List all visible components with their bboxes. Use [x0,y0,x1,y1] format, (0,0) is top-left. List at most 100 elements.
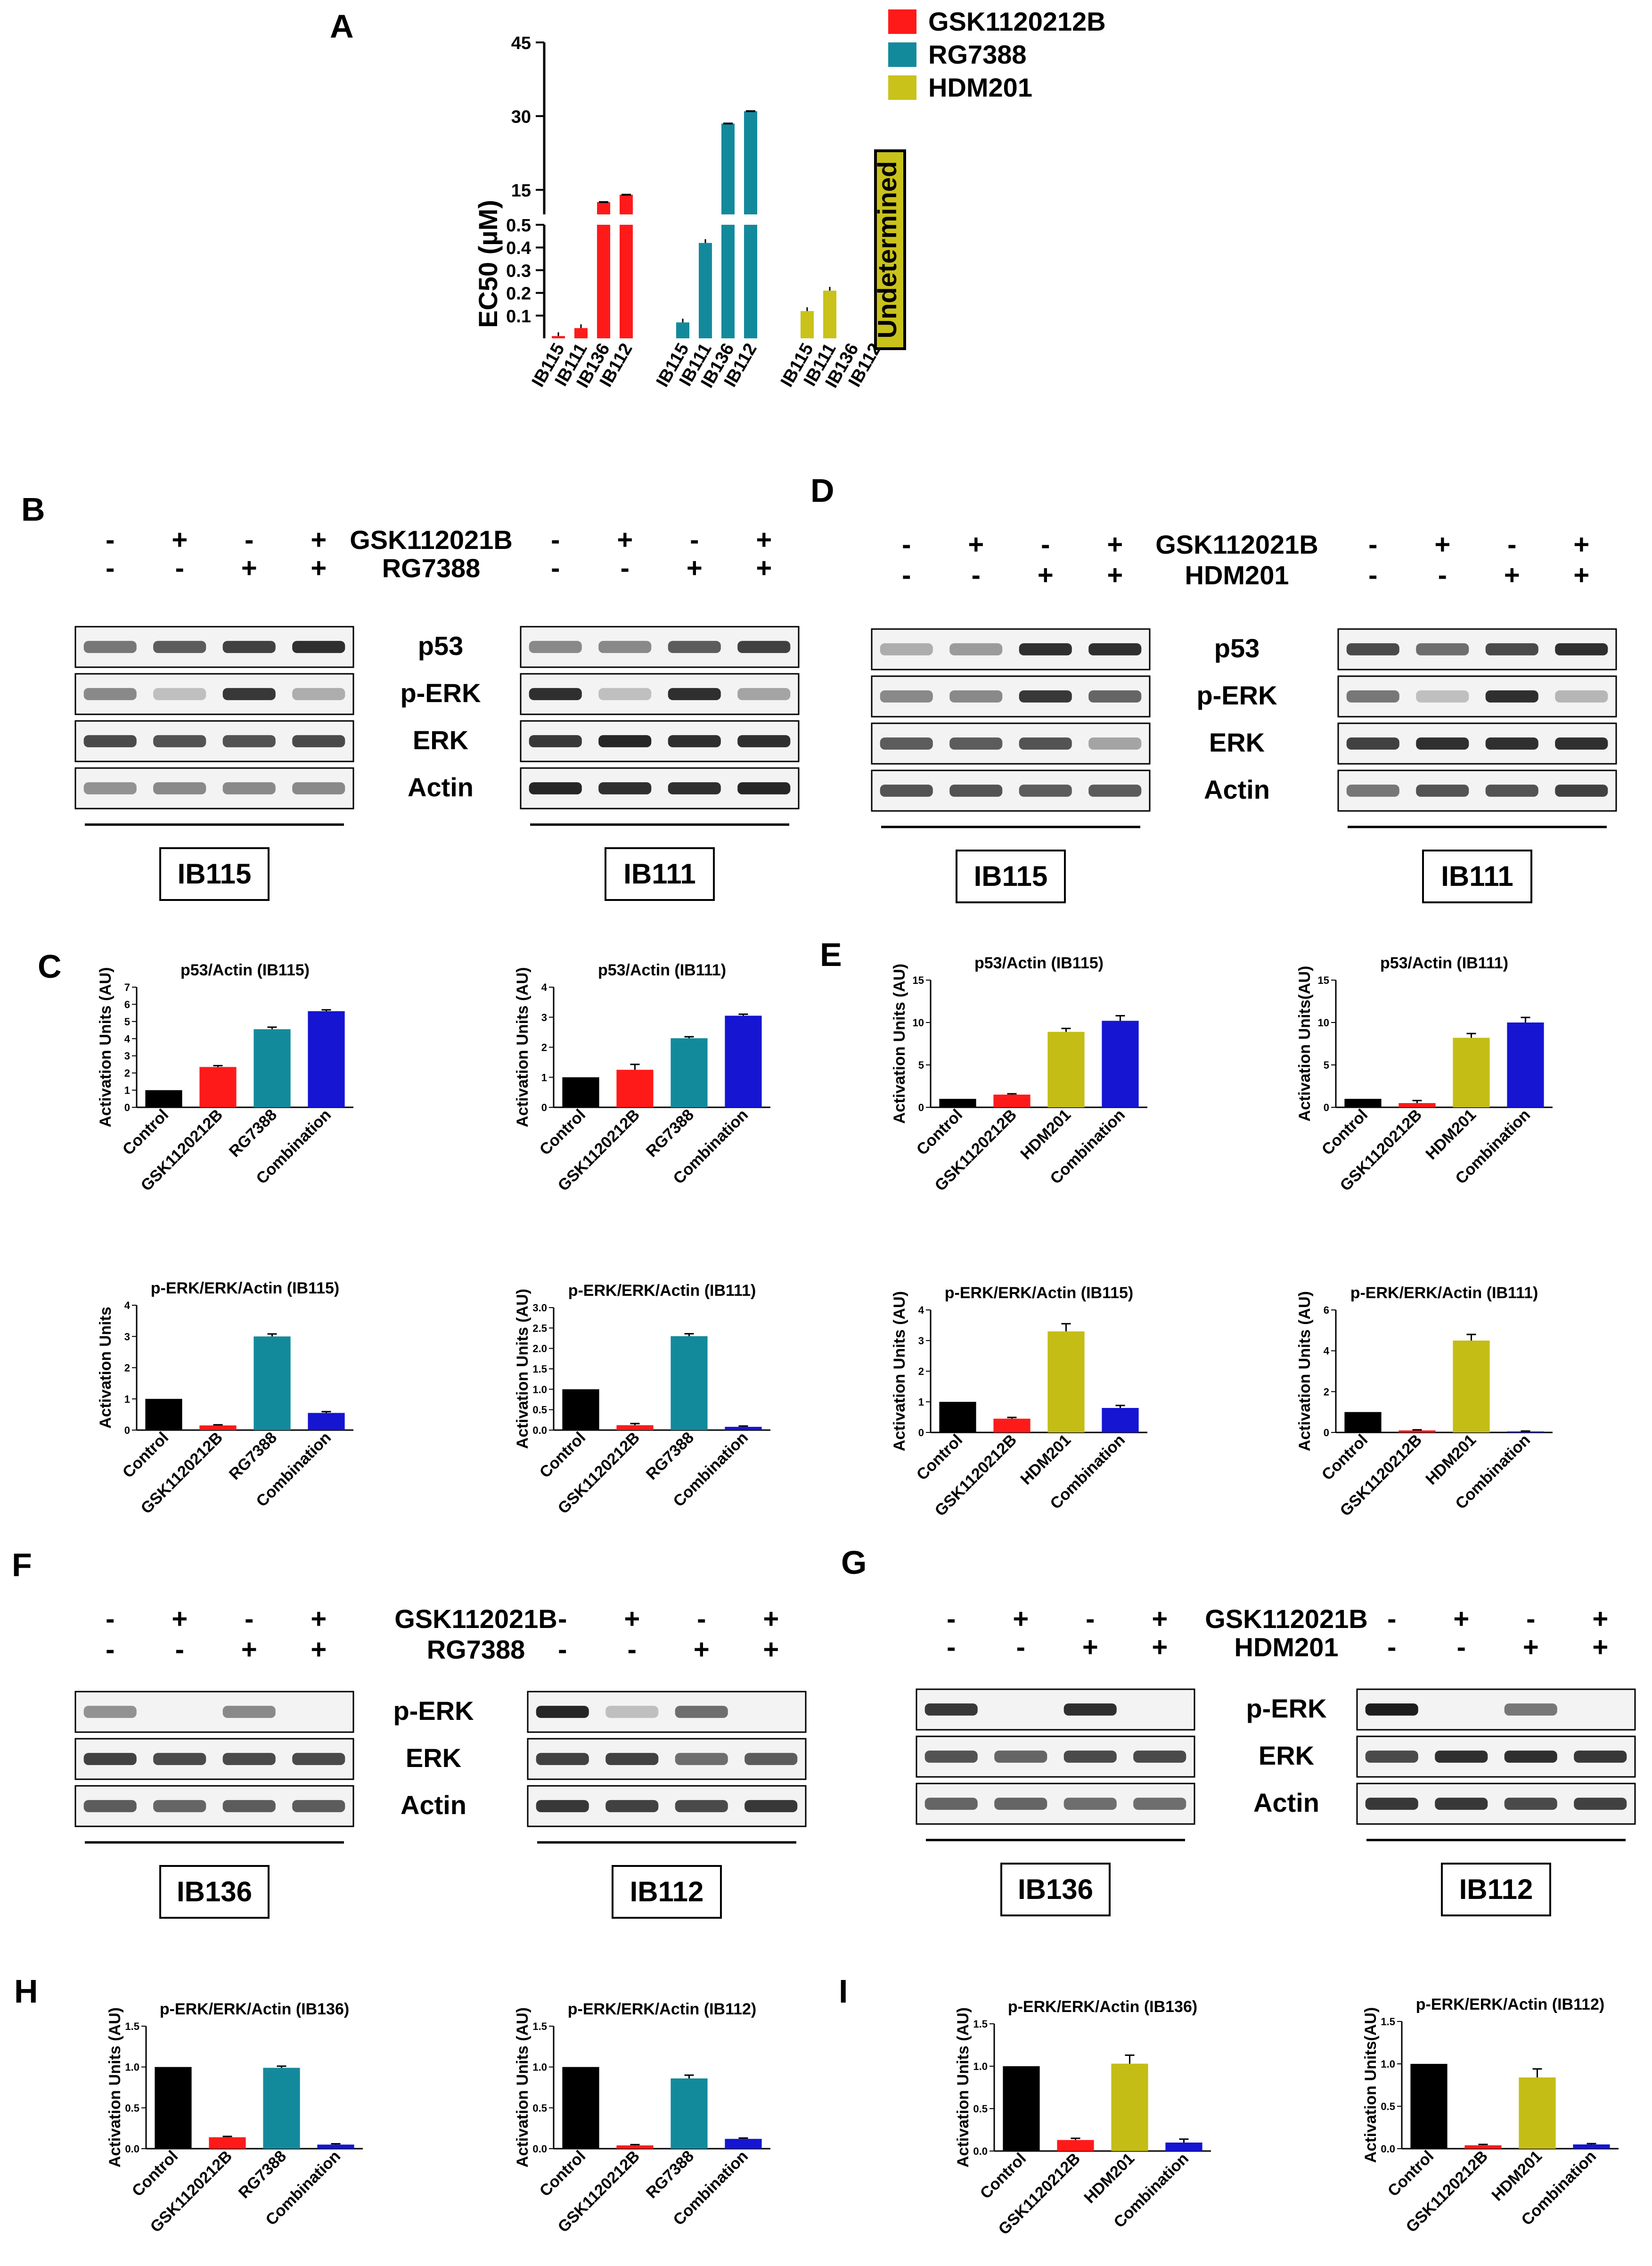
y-tick-label: 1 [124,1085,130,1096]
band [222,1800,276,1812]
x-tick-label: Control [119,1106,172,1159]
cell-line-label: IB115 [178,858,252,890]
band [1088,737,1142,750]
sign-partner: + [687,553,703,583]
bar [562,2067,599,2149]
y-tick-label: 1.5 [1381,2016,1395,2028]
y-tick-label: 3 [541,1012,547,1023]
band [1555,690,1608,703]
bar [155,2067,192,2149]
sign-gsk: - [697,1603,706,1634]
band [598,782,652,794]
legend-swatch [888,75,916,100]
band [880,690,933,703]
band [1574,1798,1627,1810]
bar [993,1418,1030,1432]
bar [721,225,735,338]
band [536,1706,589,1718]
y-tick-label: 5 [918,1059,924,1071]
band [83,688,137,700]
y-tick-label: 0.5 [532,1404,547,1416]
protein-label: ERK [413,725,468,755]
x-tick-label: RG7388 [643,1106,697,1161]
band [744,1753,798,1765]
sign-partner: + [241,553,257,583]
y-tick-label: 3 [124,1331,130,1342]
legend-swatch [888,42,916,67]
bar [616,1070,654,1107]
band [153,735,206,747]
bar [1344,1099,1382,1107]
y-tick-label: 2 [918,1366,924,1377]
x-tick-label: HDM201 [1017,1106,1074,1163]
bar [671,1336,708,1430]
band [880,737,933,750]
x-tick-label: RG7388 [643,2147,697,2202]
band [675,1753,728,1765]
y-tick-label: 0.2 [506,284,531,304]
bar [620,195,633,214]
band [737,782,791,794]
band [222,782,276,794]
bar [1398,1103,1436,1107]
legend-label: HDM201 [928,73,1032,102]
bar [308,1011,345,1107]
y-axis-label: EC50 (µM) [473,200,503,328]
panel-letter-h: H [14,1973,38,2010]
band [1063,1798,1117,1810]
band [598,735,652,747]
y-tick-label: 10 [913,1017,924,1029]
band [1088,785,1142,797]
band [605,1800,659,1812]
bar [597,202,610,214]
undetermined-label: Undetermined [872,161,902,339]
sign-partner: + [1523,1632,1539,1662]
band [222,1706,276,1718]
y-tick-label: 2.5 [532,1322,547,1334]
sign-partner: + [1573,560,1589,590]
y-tick-label: 15 [511,181,531,201]
bar [616,1425,654,1430]
bar-chart-8: p-ERK/ERK/Actin (IB111) 0 2 4 6 Activation Un… [1296,1284,1553,1520]
sign-partner: + [311,1634,327,1665]
bar [317,2144,354,2149]
band [292,735,345,747]
band [83,1800,137,1812]
y-tick-label: 2 [1324,1386,1329,1398]
sign-gsk: - [1387,1603,1396,1634]
band [1574,1751,1627,1763]
band [1416,737,1469,750]
sign-partner: + [1504,560,1520,590]
y-tick-label: 4 [1324,1345,1330,1357]
protein-label: p53 [1214,633,1260,663]
sign-partner: - [175,553,184,583]
y-tick-label: 0 [541,1102,547,1113]
bar [616,2145,654,2149]
sign-gsk: + [1013,1603,1029,1634]
band [949,785,1003,797]
y-tick-label: 4 [918,1304,924,1316]
band [1416,690,1469,703]
band [83,1706,137,1718]
y-tick-label: 0 [918,1102,924,1113]
chart-title: p53/Actin (IB115) [180,961,310,979]
y-tick-label: 1 [124,1393,130,1405]
x-tick-label: Control [536,2147,589,2200]
legend-label: GSK1120212B [928,7,1106,36]
bar [263,2068,300,2149]
y-tick-label: 0.5 [506,216,531,236]
bar-chart-6: p53/Actin (IB111) 0 5 10 15 Activation Units(… [1296,954,1553,1194]
sign-gsk: - [1507,529,1516,560]
band [1019,737,1072,750]
bar [597,225,610,338]
y-tick-label: 0 [124,1424,130,1436]
sign-gsk: + [756,524,772,555]
panel-letter-c: C [38,948,62,985]
band [222,688,276,700]
bar [671,1038,708,1107]
bar [725,2139,762,2149]
bar [671,2078,708,2149]
y-tick-label: 7 [124,982,130,993]
panel-f-blot: - + - +- - + +- + - +- - + +GSK112021BRG7388p-ERKERK… [74,1603,807,1919]
bar [1453,1038,1490,1107]
